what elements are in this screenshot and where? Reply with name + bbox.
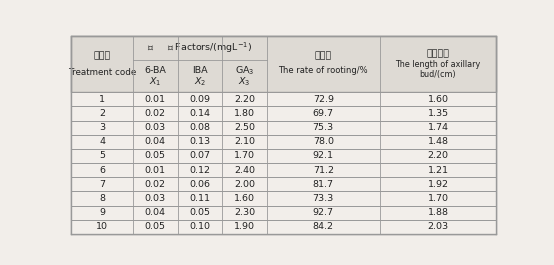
Polygon shape [71,149,496,163]
Text: 2.30: 2.30 [234,208,255,217]
Text: 0.06: 0.06 [189,180,211,189]
Text: 1.92: 1.92 [428,180,449,189]
Text: The rate of rooting/%: The rate of rooting/% [279,66,368,75]
Text: 生根率: 生根率 [315,51,332,60]
Text: 6-BA: 6-BA [145,66,166,75]
Text: 69.7: 69.7 [313,109,334,118]
Text: 4: 4 [99,137,105,146]
Polygon shape [71,36,496,234]
Text: 2.50: 2.50 [234,123,255,132]
Text: 8: 8 [99,194,105,203]
Text: 1.80: 1.80 [234,109,255,118]
Text: 84.2: 84.2 [313,222,334,231]
Text: 0.05: 0.05 [145,152,166,161]
Text: 0.13: 0.13 [189,137,211,146]
Text: 5: 5 [99,152,105,161]
Text: 0.03: 0.03 [145,194,166,203]
Text: 0.10: 0.10 [189,222,211,231]
Text: 92.7: 92.7 [313,208,334,217]
Polygon shape [71,135,496,149]
Text: 1.70: 1.70 [234,152,255,161]
Text: 0.02: 0.02 [145,180,166,189]
Polygon shape [71,177,496,191]
Polygon shape [71,36,496,92]
Text: 3: 3 [99,123,105,132]
Text: 处理号: 处理号 [94,51,111,60]
Text: 72.9: 72.9 [313,95,334,104]
Text: $X_1$: $X_1$ [149,76,162,88]
Text: 0.05: 0.05 [189,208,211,217]
Text: IBA: IBA [192,66,208,75]
Text: 2.20: 2.20 [234,95,255,104]
Polygon shape [71,107,496,121]
Text: 2.00: 2.00 [234,180,255,189]
Text: 0.12: 0.12 [189,166,211,175]
Text: 1.48: 1.48 [428,137,449,146]
Text: 1.74: 1.74 [428,123,449,132]
Text: 1.60: 1.60 [234,194,255,203]
Text: 0.14: 0.14 [189,109,211,118]
Text: 2.20: 2.20 [428,152,449,161]
Text: 7: 7 [99,180,105,189]
Text: $X_3$: $X_3$ [238,76,251,88]
Text: 2: 2 [99,109,105,118]
Text: 10: 10 [96,222,108,231]
Text: 0.04: 0.04 [145,208,166,217]
Text: 1.70: 1.70 [428,194,449,203]
Text: 1.35: 1.35 [428,109,449,118]
Text: Treatment code: Treatment code [68,68,136,77]
Text: 1: 1 [99,95,105,104]
Text: 1.88: 1.88 [428,208,449,217]
Text: The length of axillary: The length of axillary [396,60,481,69]
Text: 81.7: 81.7 [313,180,334,189]
Text: 9: 9 [99,208,105,217]
Polygon shape [71,163,496,177]
Text: 2.10: 2.10 [234,137,255,146]
Text: bud/(cm): bud/(cm) [420,70,456,79]
Text: 0.02: 0.02 [145,109,166,118]
Text: 2.40: 2.40 [234,166,255,175]
Text: 6: 6 [99,166,105,175]
Text: 1.21: 1.21 [428,166,449,175]
Polygon shape [71,121,496,135]
Text: 腋芽长度: 腋芽长度 [427,49,449,58]
Text: 0.11: 0.11 [189,194,211,203]
Polygon shape [71,191,496,205]
Polygon shape [71,92,496,107]
Text: 0.03: 0.03 [145,123,166,132]
Text: 1.60: 1.60 [428,95,449,104]
Text: 0.04: 0.04 [145,137,166,146]
Text: 92.1: 92.1 [313,152,334,161]
Text: 0.08: 0.08 [189,123,211,132]
Polygon shape [71,220,496,234]
Text: 1.90: 1.90 [234,222,255,231]
Text: 2.03: 2.03 [428,222,449,231]
Text: $X_2$: $X_2$ [194,76,206,88]
Text: 因     素 Factors/(mgL$^{-1}$): 因 素 Factors/(mgL$^{-1}$) [147,41,253,55]
Text: 71.2: 71.2 [313,166,334,175]
Text: 75.3: 75.3 [312,123,334,132]
Text: 0.09: 0.09 [189,95,211,104]
Text: 73.3: 73.3 [312,194,334,203]
Text: 0.01: 0.01 [145,95,166,104]
Text: 0.05: 0.05 [145,222,166,231]
Polygon shape [71,205,496,220]
Text: 0.01: 0.01 [145,166,166,175]
Text: 78.0: 78.0 [313,137,334,146]
Text: GA$_3$: GA$_3$ [235,65,254,77]
Text: 0.07: 0.07 [189,152,211,161]
